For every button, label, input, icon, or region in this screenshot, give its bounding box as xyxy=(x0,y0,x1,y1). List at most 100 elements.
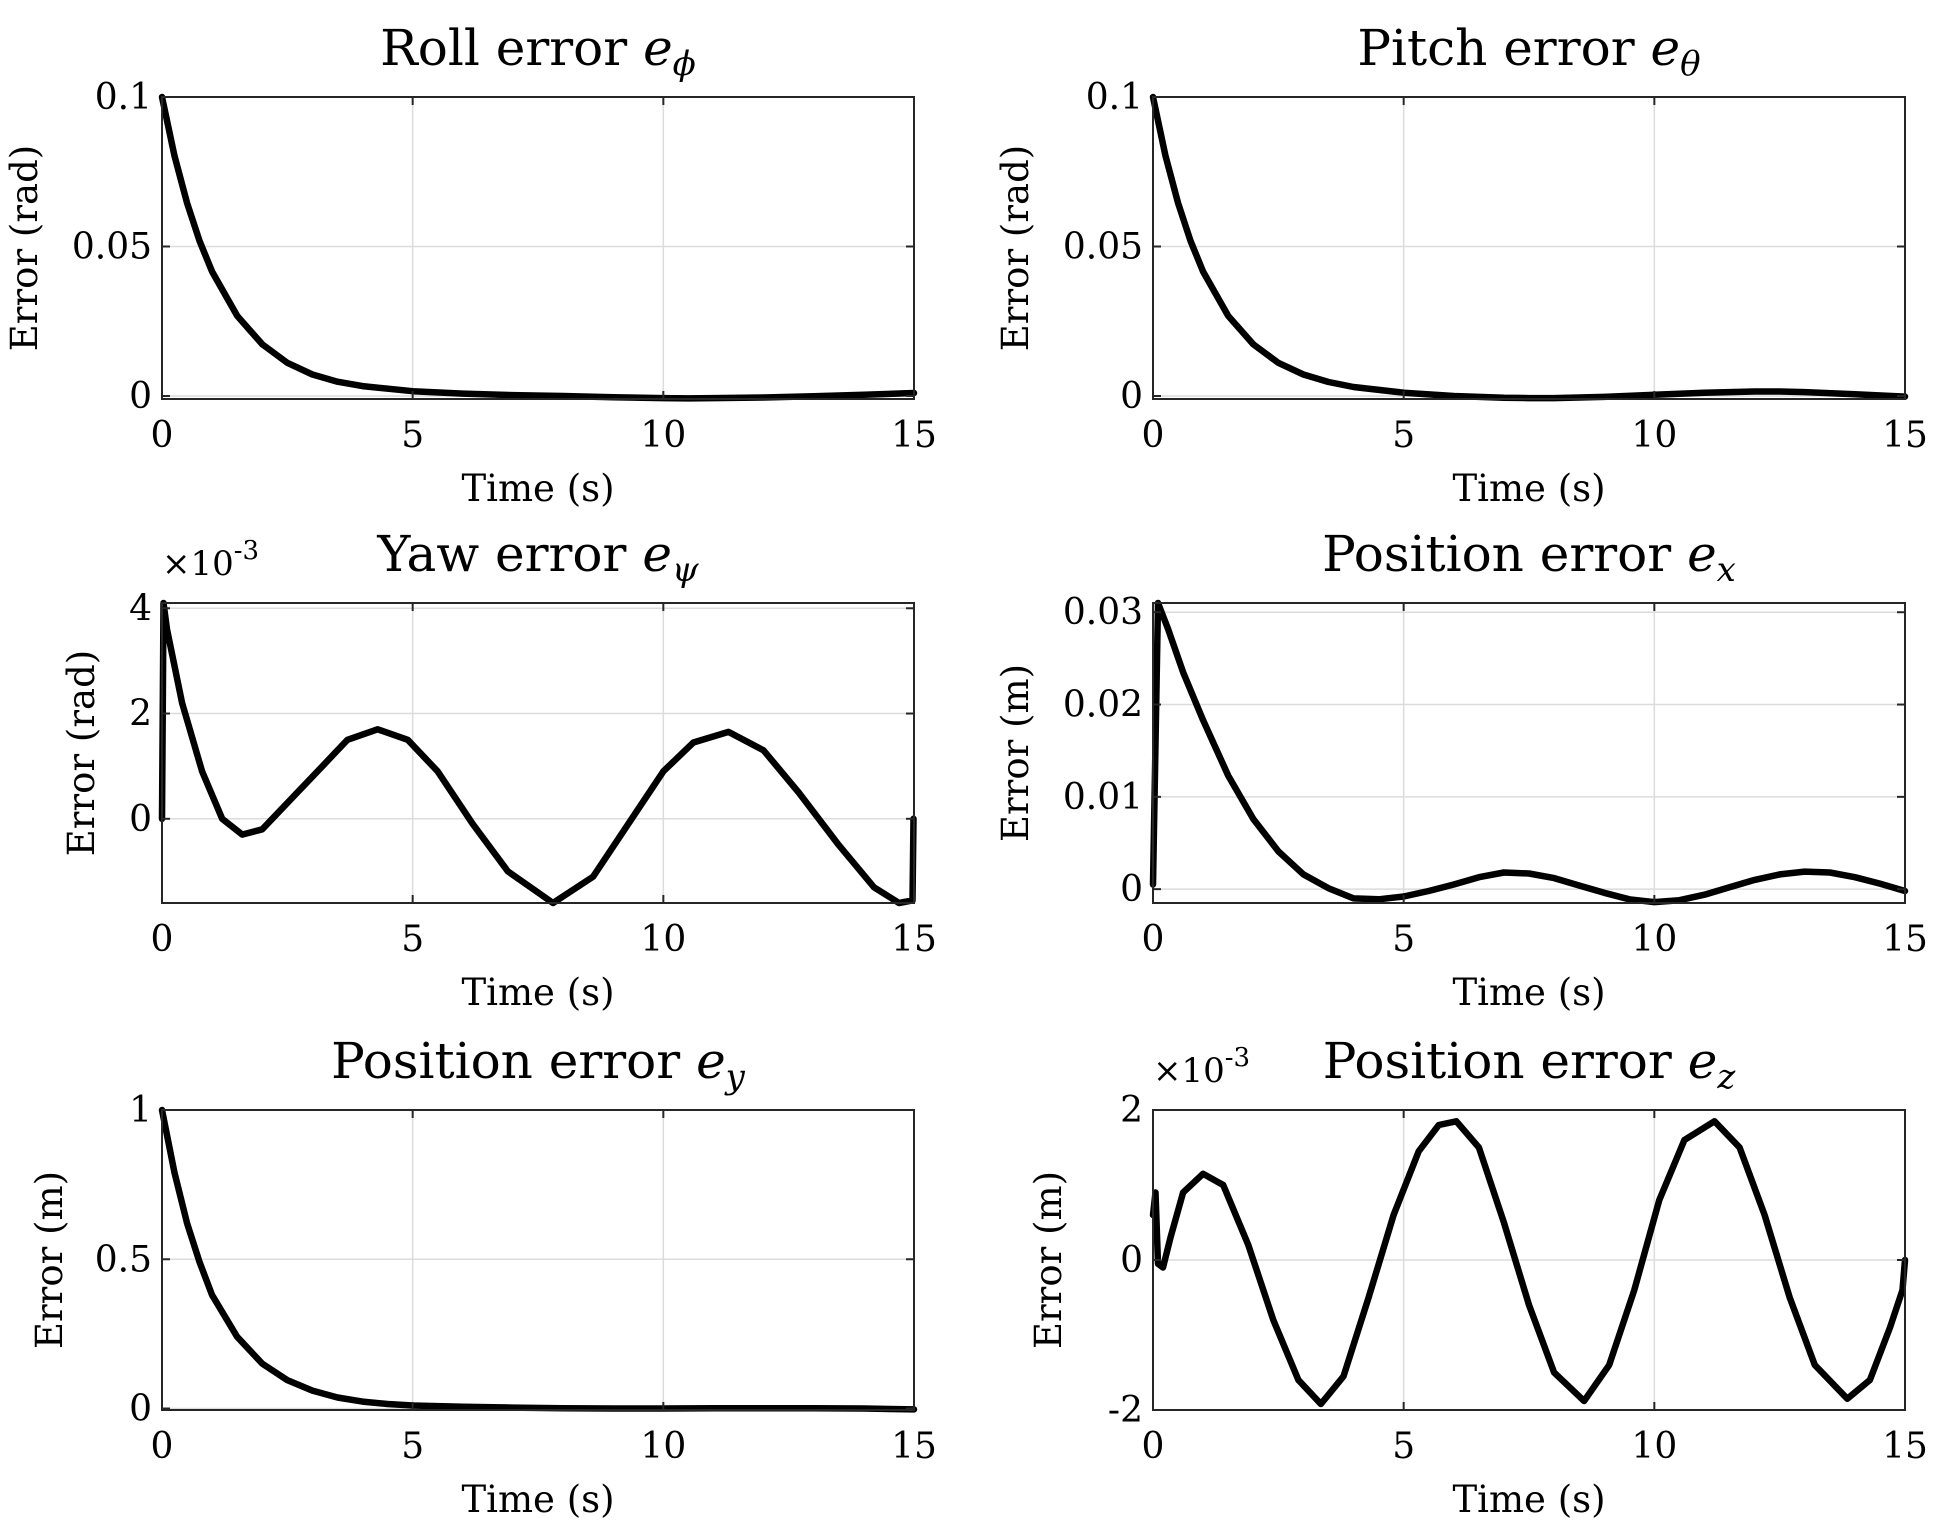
chart-4-axes-frame xyxy=(1152,602,1906,904)
chart-5-ytick-label-2: 1 xyxy=(129,1090,152,1131)
chart-3-xtick-label-3: 15 xyxy=(891,919,937,960)
chart-4-title-symbol: e xyxy=(1687,525,1717,583)
chart-6-title-text: Position error xyxy=(1323,1032,1688,1090)
chart-1-xtick-label-2: 10 xyxy=(640,415,686,456)
chart-2-ytick-label-1: 0.05 xyxy=(1063,227,1143,268)
chart-4-ytick-label-0: 0 xyxy=(1120,869,1143,910)
chart-6-exponent-label: ×10-3 xyxy=(1153,1043,1250,1091)
chart-3-title-subscript: ψ xyxy=(672,550,699,590)
chart-6-ytick-label-1: 0 xyxy=(1120,1240,1143,1281)
chart-4-xtick-label-2: 10 xyxy=(1631,919,1677,960)
chart-4-ytick-label-1: 0.01 xyxy=(1063,777,1143,818)
chart-2-ylabel: Error (rad) xyxy=(994,145,1037,351)
chart-5-xtick-label-1: 5 xyxy=(401,1426,424,1467)
chart-2-xlabel: Time (s) xyxy=(1452,467,1605,510)
chart-4-xtick-label-3: 15 xyxy=(1882,919,1928,960)
chart-6-exponent-power: -3 xyxy=(1225,1043,1250,1073)
chart-3-xtick-label-2: 10 xyxy=(640,919,686,960)
chart-6-title-symbol: e xyxy=(1688,1032,1718,1090)
chart-5-xtick-label-2: 10 xyxy=(640,1426,686,1467)
chart-4-series-line xyxy=(1149,599,1909,906)
chart-3-exponent-label: ×10-3 xyxy=(162,536,259,584)
chart-2-xtick-label-0: 0 xyxy=(1142,415,1165,456)
chart-2: 0 5 10 15 0 0.05 0.1 Time (s) Error (rad) Pitch e… xyxy=(994,19,1928,510)
chart-5-title: Position error ey xyxy=(331,1032,746,1097)
chart-5-title-text: Position error xyxy=(331,1032,696,1090)
chart-3-xlabel: Time (s) xyxy=(461,971,614,1014)
chart-6-title-subscript: z xyxy=(1716,1057,1736,1097)
chart-1-title-subscript: ϕ xyxy=(673,44,696,84)
chart-3-axes-frame xyxy=(161,602,915,904)
chart-3-xtick-label-0: 0 xyxy=(151,919,174,960)
chart-2-title-symbol: e xyxy=(1651,19,1681,77)
chart-6-xtick-label-1: 5 xyxy=(1392,1426,1415,1467)
chart-6-ytick-label-2: 2 xyxy=(1120,1090,1143,1131)
chart-2-axes-frame xyxy=(1152,96,1906,400)
chart-1-xlabel: Time (s) xyxy=(461,467,614,510)
chart-4-title-subscript: x xyxy=(1717,550,1736,590)
chart-3-title: Yaw error eψ xyxy=(376,525,699,590)
chart-2-ytick-label-0: 0 xyxy=(1120,376,1143,417)
chart-5-title-symbol: e xyxy=(696,1032,726,1090)
chart-1-xtick-label-0: 0 xyxy=(151,415,174,456)
chart-6-series-line xyxy=(1149,1118,1909,1408)
chart-3: 0 5 10 15 0 2 4 Time (s) Error (rad) Yaw error eψ… xyxy=(60,525,937,1014)
chart-2-ytick-label-2: 0.1 xyxy=(1086,77,1143,118)
chart-1-title: Roll error eϕ xyxy=(380,19,696,84)
chart-5-series-line xyxy=(158,1106,918,1413)
chart-4-title: Position error ex xyxy=(1322,525,1736,590)
chart-1: 0 5 10 15 0 0.05 0.1 Time (s) Error (rad) Roll er… xyxy=(3,19,937,510)
chart-1-title-symbol: e xyxy=(643,19,673,77)
chart-3-exponent-base: ×10 xyxy=(162,544,234,584)
chart-4-xtick-label-0: 0 xyxy=(1142,919,1165,960)
chart-6-xtick-label-0: 0 xyxy=(1142,1426,1165,1467)
chart-3-title-text: Yaw error xyxy=(376,525,642,583)
chart-3-title-symbol: e xyxy=(642,525,672,583)
chart-5-title-subscript: y xyxy=(724,1057,746,1097)
chart-3-series-line xyxy=(158,599,917,907)
chart-2-xtick-label-2: 10 xyxy=(1631,415,1677,456)
chart-2-series-line xyxy=(1149,93,1909,402)
chart-6-xlabel: Time (s) xyxy=(1452,1478,1605,1521)
chart-6-xtick-label-3: 15 xyxy=(1882,1426,1928,1467)
chart-2-xtick-label-1: 5 xyxy=(1392,415,1415,456)
chart-4: 0 5 10 15 0 0.01 0.02 0.03 Time (s) Error (m) Posi… xyxy=(994,525,1928,1014)
chart-1-ytick-label-2: 0.1 xyxy=(95,77,152,118)
chart-2-title-subscript: θ xyxy=(1680,44,1700,84)
chart-4-ytick-label-3: 0.03 xyxy=(1063,592,1143,633)
chart-4-ylabel: Error (m) xyxy=(994,664,1037,842)
chart-5-ytick-label-1: 0.5 xyxy=(95,1239,152,1280)
chart-1-title-text: Roll error xyxy=(380,19,643,77)
chart-6-xtick-label-2: 10 xyxy=(1631,1426,1677,1467)
chart-3-exponent-power: -3 xyxy=(234,536,259,566)
chart-6-title: Position error ez xyxy=(1323,1032,1737,1097)
chart-5: 0 5 10 15 0 0.5 1 Time (s) Error (m) Position err… xyxy=(28,1032,937,1521)
chart-4-xtick-label-1: 5 xyxy=(1392,919,1415,960)
chart-2-title-text: Pitch error xyxy=(1357,19,1650,77)
chart-5-ylabel: Error (m) xyxy=(28,1171,71,1349)
chart-1-axes-frame xyxy=(161,96,915,400)
chart-1-ytick-label-1: 0.05 xyxy=(72,227,152,268)
chart-1-ylabel: Error (rad) xyxy=(3,145,46,351)
chart-1-series-line xyxy=(158,93,918,402)
chart-6-ytick-label-0: -2 xyxy=(1108,1390,1143,1431)
chart-5-xtick-label-0: 0 xyxy=(151,1426,174,1467)
chart-4-title-text: Position error xyxy=(1322,525,1687,583)
chart-3-ytick-label-0: 0 xyxy=(129,799,152,840)
chart-2-xtick-label-3: 15 xyxy=(1882,415,1928,456)
chart-5-xlabel: Time (s) xyxy=(461,1478,614,1521)
chart-1-xtick-label-3: 15 xyxy=(891,415,937,456)
chart-1-ytick-label-0: 0 xyxy=(129,376,152,417)
chart-6-exponent-base: ×10 xyxy=(1153,1051,1225,1091)
chart-3-ylabel: Error (rad) xyxy=(60,650,103,856)
chart-3-ytick-label-2: 4 xyxy=(129,588,152,629)
chart-6-ylabel: Error (m) xyxy=(1027,1171,1070,1349)
chart-2-title: Pitch error eθ xyxy=(1357,19,1700,84)
chart-1-xtick-label-1: 5 xyxy=(401,415,424,456)
chart-3-xtick-label-1: 5 xyxy=(401,919,424,960)
chart-4-xlabel: Time (s) xyxy=(1452,971,1605,1014)
chart-4-ytick-label-2: 0.02 xyxy=(1063,685,1143,726)
